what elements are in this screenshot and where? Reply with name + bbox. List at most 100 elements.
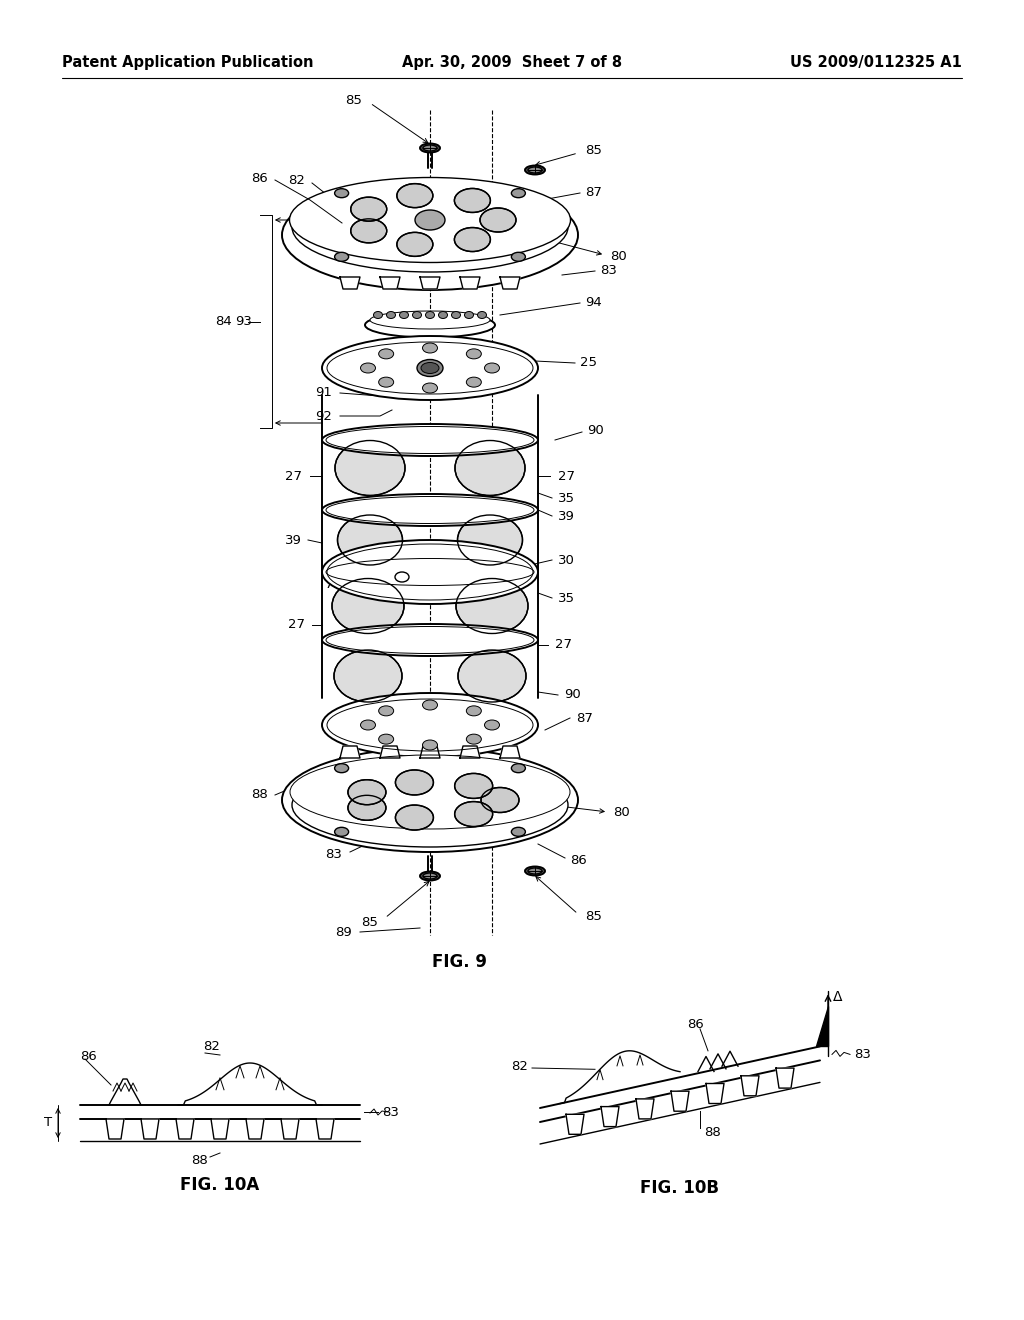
Polygon shape xyxy=(671,1092,689,1111)
Ellipse shape xyxy=(525,866,545,875)
Ellipse shape xyxy=(348,780,386,805)
Ellipse shape xyxy=(423,343,437,352)
Ellipse shape xyxy=(374,312,383,318)
Ellipse shape xyxy=(348,796,386,820)
Ellipse shape xyxy=(423,741,437,750)
Ellipse shape xyxy=(417,359,443,376)
Ellipse shape xyxy=(466,348,481,359)
Ellipse shape xyxy=(379,734,393,744)
Polygon shape xyxy=(460,277,480,289)
Ellipse shape xyxy=(360,363,376,374)
Ellipse shape xyxy=(511,189,525,198)
Ellipse shape xyxy=(466,378,481,387)
Text: 86: 86 xyxy=(688,1018,705,1031)
Polygon shape xyxy=(340,277,360,289)
Ellipse shape xyxy=(455,801,493,826)
Polygon shape xyxy=(380,277,400,289)
Polygon shape xyxy=(340,746,360,758)
Ellipse shape xyxy=(528,869,542,874)
Text: 85: 85 xyxy=(585,144,602,157)
Polygon shape xyxy=(636,1098,654,1119)
Text: 87: 87 xyxy=(585,186,602,198)
Text: 39: 39 xyxy=(558,510,574,523)
Text: 83: 83 xyxy=(382,1106,399,1118)
Polygon shape xyxy=(176,1119,194,1139)
Text: 90: 90 xyxy=(564,689,581,701)
Ellipse shape xyxy=(458,515,522,565)
Ellipse shape xyxy=(438,312,447,318)
Text: T: T xyxy=(44,1117,52,1130)
Text: 27: 27 xyxy=(558,470,575,483)
Ellipse shape xyxy=(395,770,433,795)
Text: Patent Application Publication: Patent Application Publication xyxy=(62,54,313,70)
Ellipse shape xyxy=(351,197,387,222)
Ellipse shape xyxy=(370,312,490,329)
Text: 27: 27 xyxy=(288,619,305,631)
Text: 86: 86 xyxy=(80,1051,96,1064)
Text: 86: 86 xyxy=(570,854,587,866)
Ellipse shape xyxy=(525,165,545,174)
Ellipse shape xyxy=(456,578,528,634)
Polygon shape xyxy=(420,746,440,758)
Text: 83: 83 xyxy=(600,264,616,277)
Polygon shape xyxy=(741,1076,759,1096)
Text: 84: 84 xyxy=(215,315,232,327)
Ellipse shape xyxy=(455,189,490,213)
Text: 30: 30 xyxy=(558,553,574,566)
Ellipse shape xyxy=(327,342,534,393)
Text: 92: 92 xyxy=(315,409,332,422)
Text: 82: 82 xyxy=(288,174,305,187)
Ellipse shape xyxy=(413,312,422,318)
Text: Apr. 30, 2009  Sheet 7 of 8: Apr. 30, 2009 Sheet 7 of 8 xyxy=(402,54,622,70)
Polygon shape xyxy=(706,1084,724,1104)
Ellipse shape xyxy=(292,182,568,272)
Ellipse shape xyxy=(511,252,525,261)
Polygon shape xyxy=(500,277,520,289)
Polygon shape xyxy=(106,1119,124,1139)
Text: 25: 25 xyxy=(331,356,348,370)
Ellipse shape xyxy=(423,145,437,150)
Text: 27: 27 xyxy=(555,639,572,652)
Ellipse shape xyxy=(395,805,433,830)
Polygon shape xyxy=(380,746,400,758)
Text: 88: 88 xyxy=(705,1126,721,1139)
Ellipse shape xyxy=(335,252,348,261)
Text: 35: 35 xyxy=(558,491,575,504)
Text: 39: 39 xyxy=(285,533,302,546)
Text: Δ: Δ xyxy=(833,990,843,1005)
Ellipse shape xyxy=(290,755,570,829)
Text: 88: 88 xyxy=(191,1155,208,1167)
Ellipse shape xyxy=(455,774,493,799)
Text: 80: 80 xyxy=(610,251,627,264)
Ellipse shape xyxy=(282,180,578,290)
Ellipse shape xyxy=(528,168,542,173)
Ellipse shape xyxy=(481,788,519,813)
Ellipse shape xyxy=(420,871,440,880)
Polygon shape xyxy=(141,1119,159,1139)
Ellipse shape xyxy=(379,348,393,359)
Ellipse shape xyxy=(379,706,393,715)
Ellipse shape xyxy=(466,706,481,715)
Ellipse shape xyxy=(335,441,406,495)
Text: 71: 71 xyxy=(325,578,342,591)
Ellipse shape xyxy=(379,378,393,387)
Ellipse shape xyxy=(335,189,348,198)
Ellipse shape xyxy=(290,177,570,263)
Ellipse shape xyxy=(421,363,439,374)
Ellipse shape xyxy=(282,748,578,851)
Polygon shape xyxy=(246,1119,264,1139)
Ellipse shape xyxy=(511,764,525,772)
Text: 87: 87 xyxy=(575,711,593,725)
Ellipse shape xyxy=(484,363,500,374)
Ellipse shape xyxy=(322,494,538,525)
Polygon shape xyxy=(601,1106,618,1126)
Polygon shape xyxy=(460,746,480,758)
Ellipse shape xyxy=(395,572,409,582)
Polygon shape xyxy=(420,277,440,289)
Ellipse shape xyxy=(335,828,348,837)
Ellipse shape xyxy=(466,734,481,744)
Ellipse shape xyxy=(423,383,437,393)
Polygon shape xyxy=(211,1119,229,1139)
Text: 85: 85 xyxy=(345,94,362,107)
Ellipse shape xyxy=(351,219,387,243)
